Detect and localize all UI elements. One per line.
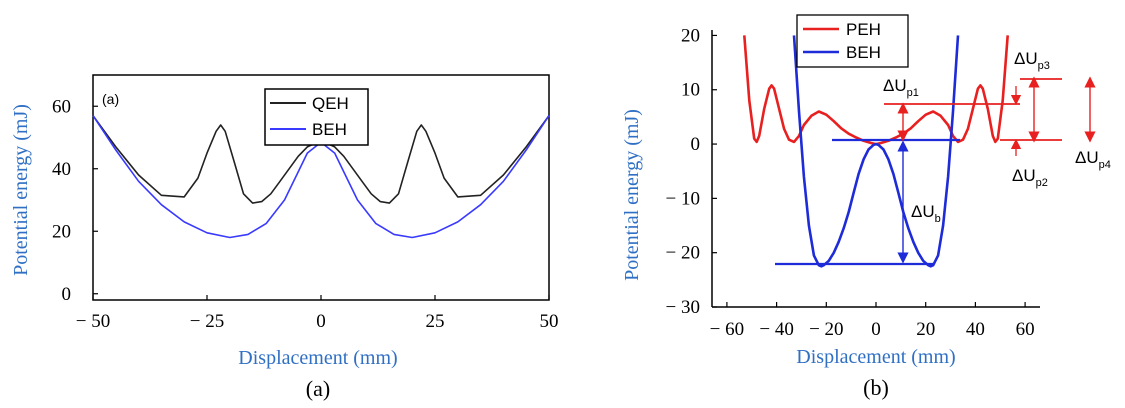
legend-label-beh-b: BEH (846, 43, 881, 62)
x-tick-label-20: − 20 (809, 319, 843, 340)
y-tick-label-10: 10 (681, 80, 700, 101)
x-tick-label-25: − 25 (190, 311, 224, 332)
panel-b-caption: (b) (863, 375, 889, 400)
y-tick-label-20: − 20 (666, 243, 700, 264)
x-tick-label-60: 60 (1016, 319, 1035, 340)
panel-b-legend-box (796, 14, 909, 68)
annotation-delta-ub: ΔUb (911, 202, 941, 225)
y-tick-label-20: 20 (52, 221, 71, 242)
panel-a-tag: (a) (102, 91, 119, 107)
x-tick-label-0: 0 (316, 311, 326, 332)
panel-a-x-axis-label: Displacement (mm) (238, 347, 397, 369)
x-tick-label-60: − 60 (710, 319, 744, 340)
panel-b-legend: PEH BEH (796, 14, 909, 68)
y-tick-label-60: 60 (52, 96, 71, 117)
panel-b-x-ticks: − 60 − 40 − 20 0 20 40 60 (710, 302, 1035, 340)
panel-b-annotations: ΔUp1 ΔUp2 ΔUp3 ΔUp4 ΔUb (883, 49, 1111, 225)
panel-a-y-ticks: 0 20 40 60 (52, 96, 98, 305)
x-tick-label-20: 20 (916, 319, 935, 340)
y-tick-label-0: 0 (691, 134, 701, 155)
y-tick-label-0: 0 (62, 284, 72, 305)
panel-a-caption: (a) (306, 376, 330, 401)
panel-a-y-axis-label: Potential energy (mJ) (10, 104, 32, 276)
panel-a-x-ticks: − 50 − 25 0 25 50 (76, 295, 559, 332)
annotation-delta-up4: ΔUp4 (1075, 148, 1111, 171)
panel-b-x-axis-label: Displacement (mm) (796, 346, 955, 368)
series-line-beh (792, 35, 960, 268)
legend-label-beh-a: BEH (312, 120, 347, 139)
panel-b: − 60 − 40 − 20 0 20 40 60 − 30 − 20 − 10 0 10 20 (621, 14, 1111, 400)
annotation-delta-up1: ΔUp1 (883, 76, 919, 99)
x-tick-label-40: − 40 (759, 319, 793, 340)
x-tick-label-0: 0 (871, 319, 881, 340)
panel-b-series (743, 35, 1009, 268)
legend-label-peh: PEH (846, 20, 881, 39)
x-tick-label-40: 40 (966, 319, 985, 340)
x-tick-label-25: 25 (426, 311, 445, 332)
panel-a-legend: QEH BEH (264, 88, 369, 146)
panel-b-y-ticks: − 30 − 20 − 10 0 10 20 (666, 25, 717, 318)
panel-b-arrows (897, 76, 1096, 264)
x-tick-label-50: 50 (540, 311, 559, 332)
y-tick-label-40: 40 (52, 159, 71, 180)
y-tick-label-10: − 10 (666, 188, 700, 209)
y-tick-label-30: − 30 (666, 297, 700, 318)
annotation-delta-up3: ΔUp3 (1014, 49, 1050, 72)
panel-b-y-axis-label: Potential energy (mJ) (621, 109, 643, 281)
annotation-delta-up2: ΔUp2 (1012, 166, 1048, 189)
y-tick-label-20: 20 (681, 25, 700, 46)
x-tick-label-50: − 50 (76, 311, 110, 332)
panel-a-legend-box (264, 88, 369, 146)
panel-a: − 50 − 25 0 25 50 0 20 40 60 (a) QEH BEH Potent… (10, 74, 559, 401)
legend-label-qeh: QEH (312, 94, 349, 113)
